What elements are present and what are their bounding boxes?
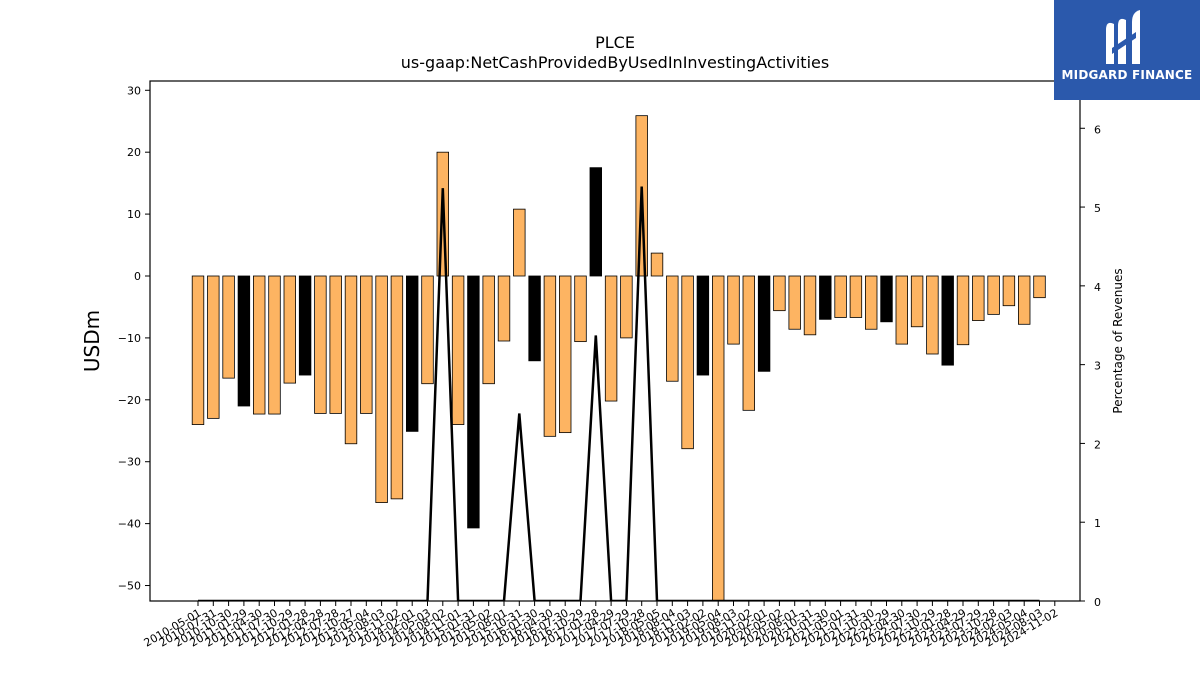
bar xyxy=(803,275,817,336)
bar xyxy=(956,275,970,346)
y-tick-label: −30 xyxy=(118,456,141,469)
bar xyxy=(497,275,511,342)
bar xyxy=(574,275,587,343)
chart-title: PLCE xyxy=(595,33,635,52)
plot-frame xyxy=(149,80,1081,602)
bar xyxy=(207,275,220,419)
bar xyxy=(926,275,939,355)
bar xyxy=(650,252,664,277)
bar xyxy=(941,275,954,366)
bar xyxy=(712,275,725,601)
y-tick-label: −40 xyxy=(118,518,141,531)
bar xyxy=(589,167,603,277)
bar xyxy=(987,275,1000,315)
y-tick-label: −50 xyxy=(118,580,141,593)
bar xyxy=(543,275,557,437)
bar xyxy=(834,275,847,318)
bar xyxy=(329,275,342,414)
bar xyxy=(528,275,541,362)
bar xyxy=(788,275,801,330)
bar xyxy=(298,275,312,376)
bar xyxy=(727,275,740,345)
bar xyxy=(222,275,235,379)
bar xyxy=(1002,275,1016,307)
bar xyxy=(849,275,863,318)
chart-subtitle: us-gaap:NetCashProvidedByUsedInInvesting… xyxy=(401,53,829,72)
bar xyxy=(666,275,679,382)
bar xyxy=(451,275,465,425)
bar xyxy=(895,275,909,345)
y2-tick-label: 2 xyxy=(1094,438,1101,451)
y-tick-label: −10 xyxy=(118,332,141,345)
bar xyxy=(375,275,388,503)
bar xyxy=(972,275,985,321)
bar xyxy=(268,275,281,415)
bar xyxy=(696,275,710,376)
bar xyxy=(559,275,572,434)
y-axis-label: USDm xyxy=(80,310,104,372)
bar xyxy=(742,275,756,411)
midgard-m-logo-icon xyxy=(1106,10,1140,64)
y2-tick-label: 5 xyxy=(1094,202,1101,215)
y-tick-label: 20 xyxy=(127,146,141,159)
bar xyxy=(773,275,786,312)
y2-tick-label: 4 xyxy=(1094,281,1101,294)
bar xyxy=(390,275,404,500)
bar xyxy=(314,275,327,414)
bar xyxy=(344,275,358,445)
y2-axis-label: Percentage of Revenues xyxy=(1111,268,1125,413)
bar xyxy=(237,275,251,407)
bar xyxy=(757,275,771,372)
bar xyxy=(1033,275,1046,299)
bar xyxy=(467,275,480,529)
bar xyxy=(604,275,618,402)
bar xyxy=(283,275,297,384)
y2-tick-label: 0 xyxy=(1094,596,1101,609)
y2-tick-label: 3 xyxy=(1094,360,1101,373)
bar xyxy=(865,275,878,330)
bar xyxy=(880,275,893,323)
bars-group xyxy=(191,115,1046,601)
bar xyxy=(620,275,633,339)
brand-name: MIDGARD FINANCE xyxy=(1061,68,1193,82)
brand-logo: MIDGARD FINANCE xyxy=(1054,0,1200,100)
bar xyxy=(513,208,526,277)
y2-tick-label: 6 xyxy=(1094,123,1101,136)
y-tick-label: 0 xyxy=(134,270,141,283)
y-tick-label: 30 xyxy=(127,84,141,97)
y-tick-label: −20 xyxy=(118,394,141,407)
bar xyxy=(360,275,373,414)
y-tick-label: 10 xyxy=(127,208,141,221)
bar xyxy=(482,275,495,385)
bar xyxy=(910,275,924,328)
bar xyxy=(252,275,266,415)
bar xyxy=(1018,275,1031,325)
y2-tick-label: 1 xyxy=(1094,517,1101,530)
bar xyxy=(405,275,419,432)
bar xyxy=(681,275,694,450)
bar xyxy=(191,275,205,425)
bar xyxy=(421,275,434,385)
bar xyxy=(819,275,832,320)
plot-area: 3020100−10−20−30−40−5001234562010-05-012… xyxy=(118,80,1101,650)
